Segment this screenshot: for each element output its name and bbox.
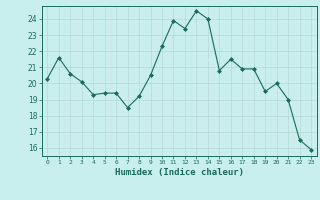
X-axis label: Humidex (Indice chaleur): Humidex (Indice chaleur) xyxy=(115,168,244,177)
